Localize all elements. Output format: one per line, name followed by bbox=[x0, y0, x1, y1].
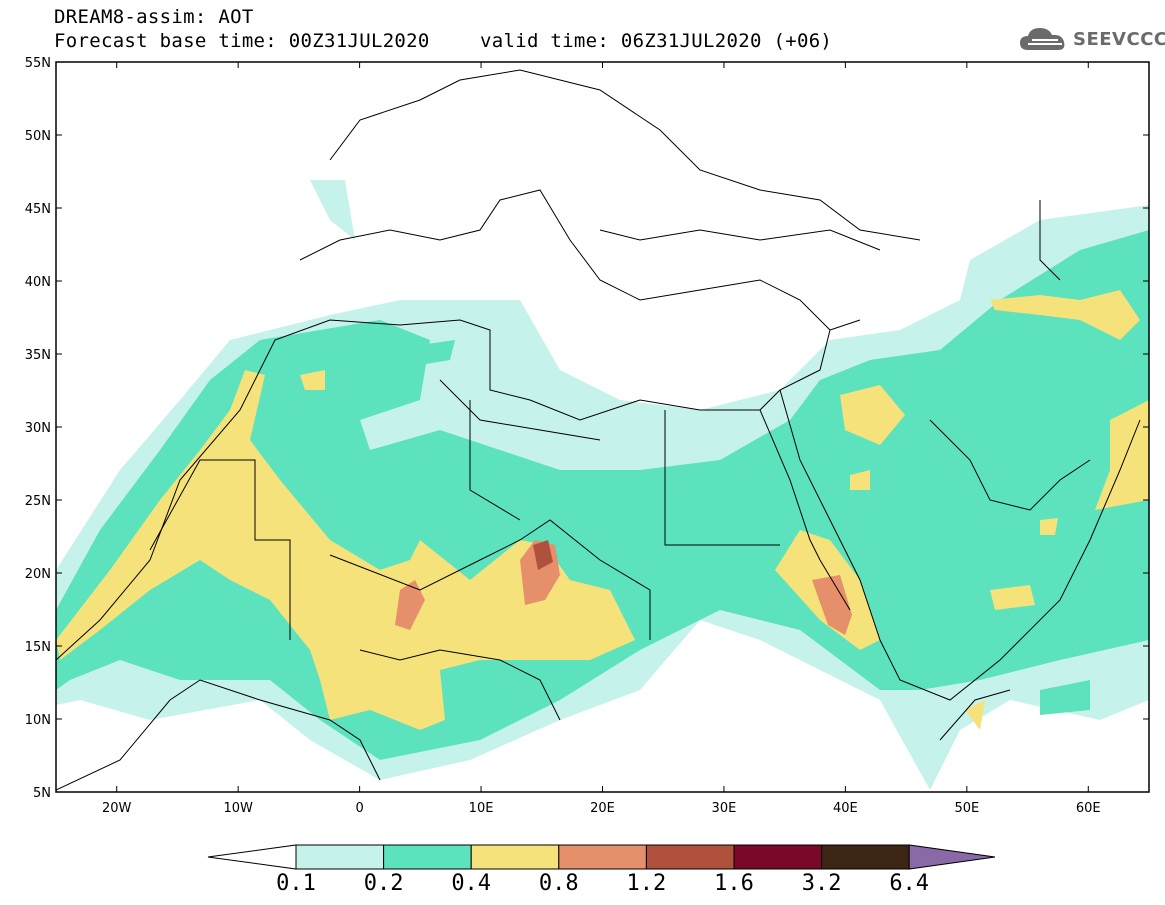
longitude-axis: 20W 10W 0 10E 20E 30E 40E 50E 60E bbox=[102, 62, 1101, 816]
colorbar-swatch bbox=[733, 844, 823, 870]
lon-tick-label: 10E bbox=[469, 801, 494, 816]
lat-tick-label: 20N bbox=[25, 567, 51, 582]
colorbar bbox=[207, 844, 996, 870]
colorbar-level-label: 0.4 bbox=[451, 871, 492, 896]
latitude-axis: 55N 50N 45N 40N 35N 30N 25N 20N 15N 10N 5N bbox=[25, 56, 1149, 801]
colorbar-level-label: 0.1 bbox=[276, 871, 316, 896]
coastlines bbox=[56, 69, 1141, 791]
lat-tick-label: 45N bbox=[25, 202, 51, 217]
colorbar-level-label: 0.2 bbox=[363, 871, 404, 896]
lat-tick-label: 35N bbox=[25, 348, 51, 363]
colorbar-over-arrow bbox=[908, 844, 996, 870]
lon-tick-label: 60E bbox=[1076, 801, 1101, 816]
forecast-base-time: Forecast base time: 00Z31JUL2020 bbox=[54, 30, 430, 52]
colorbar-swatch bbox=[821, 844, 910, 870]
lat-tick-label: 15N bbox=[25, 640, 51, 655]
lon-tick-label: 10W bbox=[223, 801, 253, 816]
colorbar-swatch bbox=[558, 844, 647, 870]
seevccc-logo: SEEVCCC bbox=[1018, 24, 1165, 54]
lat-tick-label: 50N bbox=[25, 129, 51, 144]
aot-band-1.2 bbox=[533, 540, 553, 570]
lon-tick-label: 20E bbox=[590, 801, 615, 816]
lon-tick-label: 0 bbox=[355, 801, 363, 816]
lon-tick-label: 40E bbox=[833, 801, 858, 816]
colorbar-swatch bbox=[645, 844, 735, 870]
colorbar-level-label: 3.2 bbox=[801, 871, 842, 896]
colorbar-under-arrow bbox=[207, 844, 297, 870]
valid-time: valid time: 06Z31JUL2020 (+06) bbox=[480, 30, 833, 52]
logo-text: SEEVCCC bbox=[1073, 28, 1165, 50]
lon-tick-label: 20W bbox=[102, 801, 132, 816]
lon-tick-label: 50E bbox=[954, 801, 979, 816]
lat-tick-label: 40N bbox=[25, 275, 51, 290]
map-title: DREAM8-assim: AOT bbox=[54, 6, 254, 28]
cloud-icon bbox=[1020, 28, 1065, 50]
lon-tick-label: 30E bbox=[712, 801, 737, 816]
colorbar-level-label: 6.4 bbox=[889, 871, 930, 896]
lat-tick-label: 5N bbox=[33, 786, 51, 801]
lat-tick-label: 30N bbox=[25, 421, 51, 436]
colorbar-swatch bbox=[383, 844, 472, 870]
colorbar-level-label: 0.8 bbox=[538, 871, 579, 896]
colorbar-swatch bbox=[470, 844, 560, 870]
lat-tick-label: 10N bbox=[25, 713, 51, 728]
lat-tick-label: 55N bbox=[25, 56, 51, 71]
colorbar-swatch bbox=[295, 844, 385, 870]
colorbar-level-label: 1.6 bbox=[714, 871, 754, 896]
colorbar-level-label: 1.2 bbox=[626, 871, 667, 896]
lat-tick-label: 25N bbox=[25, 494, 51, 509]
